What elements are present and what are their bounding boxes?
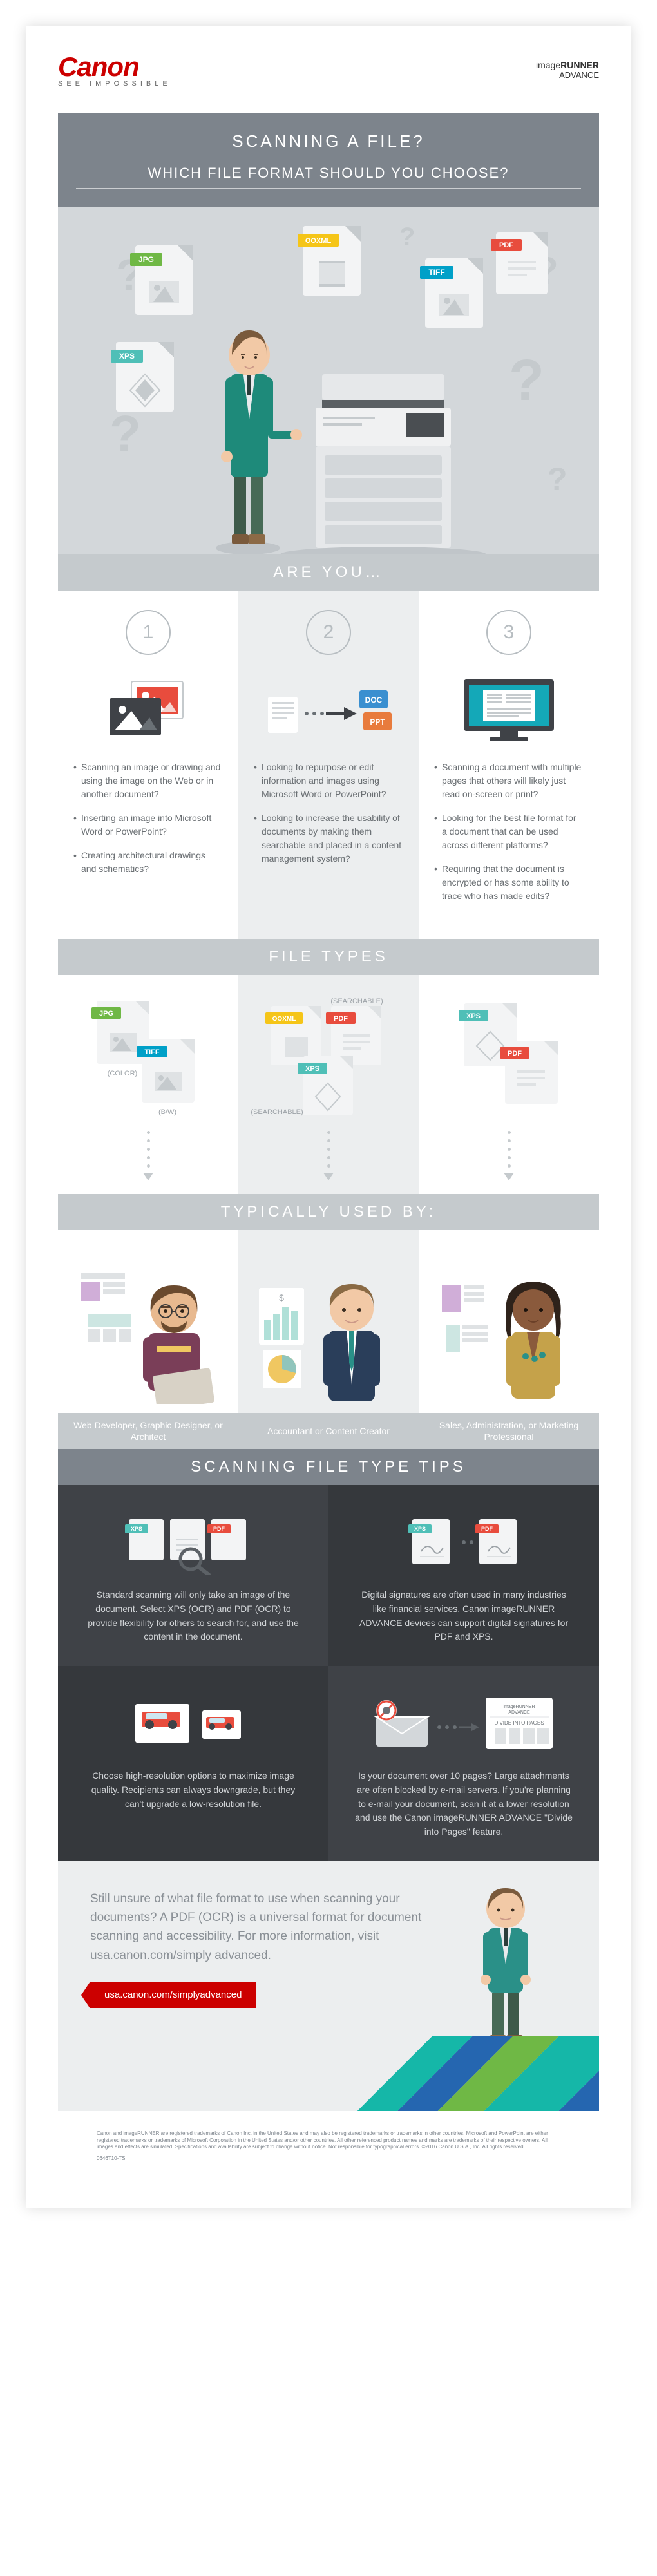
canon-logo: Canon SEE IMPOSSIBLE xyxy=(58,52,171,88)
canon-wordmark: Canon xyxy=(58,52,171,82)
cta-person-icon xyxy=(457,1880,554,2051)
svg-text:?: ? xyxy=(399,223,415,251)
tip-2: XPS PDF Digital signatures are often use… xyxy=(328,1485,599,1666)
areyou-col-2: 2 DOC PPT xyxy=(238,591,419,939)
svg-text:?: ? xyxy=(110,405,141,462)
usedby-col-2: $ xyxy=(238,1230,419,1413)
col3-bullet: Looking for the best file format for a d… xyxy=(434,811,584,852)
svg-text:(B/W): (B/W) xyxy=(158,1108,176,1116)
filetype-col-2: (SEARCHABLE) OOXML PDF xyxy=(238,975,419,1194)
col3-bullet: Scanning a document with multiple pages … xyxy=(434,761,584,801)
col3-monitor-icon xyxy=(434,674,584,745)
col2-bullet: Looking to repurpose or edit information… xyxy=(254,761,403,801)
tip4-text: Is your document over 10 pages? Large at… xyxy=(354,1769,573,1839)
svg-text:DIVIDE INTO PAGES: DIVIDE INTO PAGES xyxy=(494,1720,544,1726)
tips-band: SCANNING FILE TYPE TIPS xyxy=(58,1449,599,1485)
usedby-label-2: Accountant or Content Creator xyxy=(238,1413,419,1449)
svg-text:(COLOR): (COLOR) xyxy=(108,1070,137,1077)
svg-text:XPS: XPS xyxy=(305,1065,319,1073)
svg-text:PDF: PDF xyxy=(508,1050,522,1057)
areyou-band: ARE YOU… xyxy=(58,554,599,591)
dotted-arrow-icon xyxy=(251,1123,406,1188)
svg-text:TIFF: TIFF xyxy=(428,268,444,277)
svg-text:ADVANCE: ADVANCE xyxy=(508,1710,530,1715)
areyou-col-1: 1 Scanning an image or d xyxy=(58,591,238,939)
svg-text:JPG: JPG xyxy=(99,1010,113,1018)
svg-text:JPG: JPG xyxy=(138,255,154,264)
cta-section: Still unsure of what file format to use … xyxy=(58,1861,599,2112)
cta-text: Still unsure of what file format to use … xyxy=(90,1889,425,1965)
filetype-col-3: XPS PDF xyxy=(419,975,599,1194)
tips-section: XPS PDF Standard scanning wi xyxy=(58,1485,599,1861)
tip-1: XPS PDF Standard scanning wi xyxy=(58,1485,328,1666)
tip1-text: Standard scanning will only take an imag… xyxy=(84,1588,303,1644)
svg-text:PDF: PDF xyxy=(481,1526,493,1532)
tip-3: Choose high-resolution options to maximi… xyxy=(58,1666,328,1861)
legal-section: Canon and imageRUNNER are registered tra… xyxy=(58,2111,599,2182)
areyou-columns: 1 Scanning an image or d xyxy=(58,591,599,939)
num-circle-1: 1 xyxy=(126,610,171,655)
tip2-text: Digital signatures are often used in man… xyxy=(354,1588,573,1644)
usedby-band: TYPICALLY USED BY: xyxy=(58,1194,599,1230)
svg-text:TIFF: TIFF xyxy=(144,1048,159,1056)
svg-text:imageRUNNER: imageRUNNER xyxy=(503,1705,535,1709)
usedby-label-3: Sales, Administration, or Marketing Prof… xyxy=(419,1413,599,1449)
hero-illustration: ? ? ? ? ? ? JPG XPS xyxy=(58,207,599,554)
col1-bullet: Creating architectural drawings and sche… xyxy=(73,849,223,876)
num-circle-3: 3 xyxy=(486,610,531,655)
filetypes-band: FILE TYPES xyxy=(58,939,599,975)
num-circle-2: 2 xyxy=(306,610,351,655)
doc-code: 0646T10-TS xyxy=(97,2155,560,2162)
svg-text:XPS: XPS xyxy=(466,1012,481,1020)
title-line1: SCANNING A FILE? xyxy=(76,131,581,151)
legal-text: Canon and imageRUNNER are registered tra… xyxy=(97,2130,560,2150)
svg-text:DOC: DOC xyxy=(365,696,383,705)
cta-stripes-decoration xyxy=(58,2027,599,2111)
tip-4: imageRUNNER ADVANCE DIVIDE INTO PAGES Is… xyxy=(328,1666,599,1861)
col2-convert-icon: DOC PPT xyxy=(254,674,403,745)
svg-text:OOXML: OOXML xyxy=(272,1016,296,1023)
svg-text:XPS: XPS xyxy=(131,1526,142,1532)
usedby-grid: $ xyxy=(58,1230,599,1449)
filetypes-grid: JPG (COLOR) TIFF (B/W) xyxy=(58,975,599,1194)
usedby-label-1: Web Developer, Graphic Designer, or Arch… xyxy=(58,1413,238,1449)
usedby-col-1 xyxy=(58,1230,238,1413)
svg-text:$: $ xyxy=(279,1293,284,1303)
svg-text:(SEARCHABLE): (SEARCHABLE) xyxy=(251,1108,303,1116)
svg-text:PDF: PDF xyxy=(213,1526,225,1532)
title-banner: SCANNING A FILE? WHICH FILE FORMAT SHOUL… xyxy=(58,113,599,207)
svg-text:(SEARCHABLE): (SEARCHABLE) xyxy=(330,998,383,1005)
svg-text:XPS: XPS xyxy=(119,352,135,361)
col2-bullet: Looking to increase the usability of doc… xyxy=(254,811,403,866)
cta-link[interactable]: usa.canon.com/simplyadvanced xyxy=(90,1982,256,2008)
usedby-col-3 xyxy=(419,1230,599,1413)
canon-tagline: SEE IMPOSSIBLE xyxy=(58,80,171,88)
title-line2: WHICH FILE FORMAT SHOULD YOU CHOOSE? xyxy=(76,158,581,189)
infographic-page: Canon SEE IMPOSSIBLE imageRUNNER ADVANCE… xyxy=(26,26,631,2208)
svg-text:PPT: PPT xyxy=(370,717,385,726)
areyou-col-3: 3 Scanning a document with multiple p xyxy=(419,591,599,939)
tip3-text: Choose high-resolution options to maximi… xyxy=(84,1769,303,1811)
svg-text:?: ? xyxy=(548,461,567,497)
svg-text:PDF: PDF xyxy=(334,1015,348,1023)
svg-text:?: ? xyxy=(509,348,544,413)
svg-text:XPS: XPS xyxy=(414,1526,426,1532)
col1-photos-icon xyxy=(73,674,223,745)
col3-bullet: Requiring that the document is encrypted… xyxy=(434,862,584,903)
dotted-arrow-icon xyxy=(71,1123,225,1188)
svg-text:OOXML: OOXML xyxy=(305,237,332,245)
col1-bullet: Inserting an image into Microsoft Word o… xyxy=(73,811,223,838)
svg-text:PDF: PDF xyxy=(499,242,513,249)
col1-bullet: Scanning an image or drawing and using t… xyxy=(73,761,223,801)
brand-row: Canon SEE IMPOSSIBLE imageRUNNER ADVANCE xyxy=(58,52,599,88)
imagerunner-logo: imageRUNNER ADVANCE xyxy=(536,60,599,80)
filetype-col-1: JPG (COLOR) TIFF (B/W) xyxy=(58,975,238,1194)
dotted-arrow-icon xyxy=(432,1123,586,1188)
